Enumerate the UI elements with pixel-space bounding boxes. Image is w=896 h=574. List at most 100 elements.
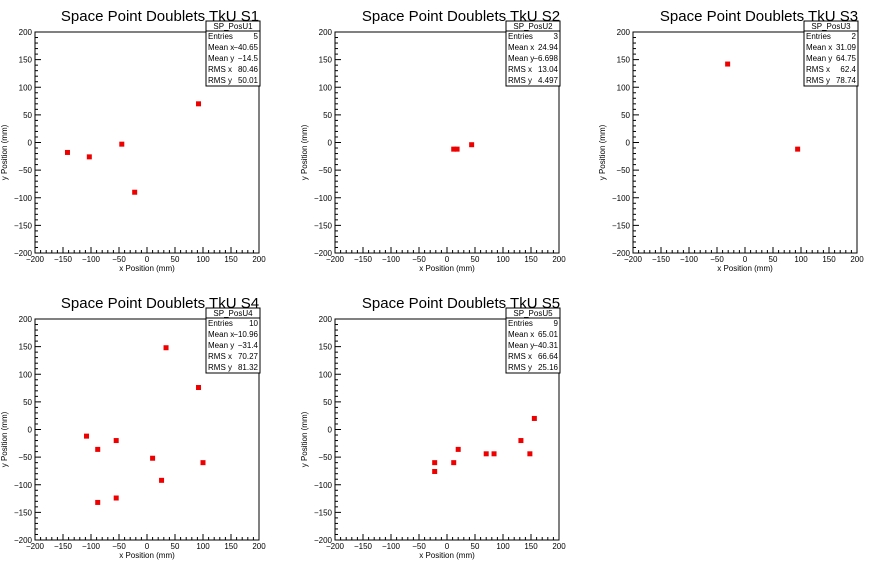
x-tick-label: 0 <box>145 255 150 264</box>
x-tick-label: −50 <box>112 255 126 264</box>
data-point <box>531 415 537 421</box>
stats-value: 64.75 <box>836 54 857 63</box>
y-tick-label: −150 <box>314 508 333 517</box>
stats-label: Mean y <box>208 341 234 350</box>
x-tick-label: 100 <box>196 542 210 551</box>
x-axis-label: x Position (mm) <box>119 551 175 560</box>
y-tick-label: −50 <box>18 166 32 175</box>
stats-label: Mean x <box>806 43 832 52</box>
stats-label: Entries <box>508 319 533 328</box>
y-tick-label: −100 <box>314 481 333 490</box>
y-axis-label: y Position (mm) <box>300 124 309 180</box>
stats-label: RMS x <box>508 65 532 74</box>
x-tick-label: 100 <box>794 255 808 264</box>
stats-value: 10 <box>249 319 258 328</box>
data-point <box>483 451 489 457</box>
data-point <box>163 345 169 351</box>
y-axis-label: y Position (mm) <box>0 124 9 180</box>
x-tick-label: 150 <box>524 255 538 264</box>
stats-label: Mean x <box>208 330 234 339</box>
stats-value: 70.27 <box>238 352 259 361</box>
stats-label: Mean y <box>508 341 534 350</box>
x-tick-label: 200 <box>850 255 864 264</box>
y-tick-label: 150 <box>319 56 333 65</box>
y-tick-label: 150 <box>19 56 33 65</box>
y-tick-label: −200 <box>314 249 333 258</box>
stats-name: SP_PosU2 <box>513 22 553 31</box>
y-tick-label: −50 <box>318 453 332 462</box>
x-tick-label: −100 <box>680 255 699 264</box>
stats-label: RMS y <box>208 363 232 372</box>
y-axis-label: y Position (mm) <box>598 124 607 180</box>
data-point <box>725 61 731 67</box>
stats-name: SP_PosU4 <box>213 309 253 318</box>
x-tick-label: 150 <box>524 542 538 551</box>
y-axis-label: y Position (mm) <box>0 411 9 467</box>
stats-value: 65.01 <box>538 330 559 339</box>
y-tick-label: −100 <box>612 194 631 203</box>
x-tick-label: −200 <box>624 255 643 264</box>
data-point <box>455 446 461 452</box>
plot-panel-3: Space Point Doublets TkU S3−200 −150 −100−… <box>598 8 864 273</box>
data-point <box>518 438 524 444</box>
x-tick-label: −100 <box>82 255 101 264</box>
stats-value: −10.96 <box>233 330 258 339</box>
data-point <box>527 451 533 457</box>
stats-label: RMS y <box>508 76 532 85</box>
x-tick-label: −150 <box>54 542 73 551</box>
data-point <box>132 189 138 195</box>
x-tick-label: −200 <box>326 542 345 551</box>
stats-value: 13.04 <box>538 65 559 74</box>
x-tick-label: 50 <box>171 542 180 551</box>
y-tick-label: −150 <box>612 221 631 230</box>
data-point <box>432 468 438 474</box>
x-axis-label: x Position (mm) <box>419 551 475 560</box>
y-tick-label: 50 <box>323 398 332 407</box>
plot-panel-4: Space Point Doublets TkU S4−200 −150 −100−… <box>0 295 266 560</box>
stats-value: 25.16 <box>538 363 559 372</box>
stats-value: 62.4 <box>840 65 856 74</box>
stats-box <box>205 20 261 87</box>
stats-label: RMS x <box>806 65 830 74</box>
stats-value: 78.74 <box>836 76 857 85</box>
y-tick-label: −150 <box>14 221 33 230</box>
y-tick-label: 0 <box>328 139 333 148</box>
stats-label: RMS x <box>208 352 232 361</box>
stats-value: 2 <box>852 32 857 41</box>
x-tick-label: −100 <box>82 542 101 551</box>
data-point <box>432 460 438 466</box>
plot-panel-2: Space Point Doublets TkU S2−200 −150 −100−… <box>300 8 566 273</box>
stats-value: −14.5 <box>238 54 259 63</box>
y-tick-label: 100 <box>19 83 33 92</box>
y-tick-label: 50 <box>621 111 630 120</box>
y-tick-label: 0 <box>28 426 33 435</box>
y-tick-label: −100 <box>14 481 33 490</box>
data-point <box>454 146 460 152</box>
x-tick-label: −150 <box>354 542 373 551</box>
y-tick-label: −50 <box>318 166 332 175</box>
x-tick-label: 100 <box>496 542 510 551</box>
data-point <box>196 101 202 107</box>
data-point <box>491 451 497 457</box>
stats-value: −6.698 <box>533 54 558 63</box>
stats-label: Entries <box>508 32 533 41</box>
x-tick-label: 100 <box>196 255 210 264</box>
stats-value: 5 <box>254 32 259 41</box>
data-point <box>451 146 457 152</box>
data-point <box>95 446 101 452</box>
y-tick-label: −150 <box>14 508 33 517</box>
x-tick-label: −50 <box>412 255 426 264</box>
x-tick-label: 200 <box>552 542 566 551</box>
data-point <box>95 499 101 505</box>
stats-value: 50.01 <box>238 76 259 85</box>
y-tick-label: 200 <box>19 28 33 37</box>
stats-label: Mean x <box>508 43 534 52</box>
x-tick-label: 150 <box>822 255 836 264</box>
x-tick-label: −200 <box>26 542 45 551</box>
y-tick-label: 100 <box>319 370 333 379</box>
stats-label: RMS x <box>508 352 532 361</box>
stats-value: 9 <box>554 319 559 328</box>
x-tick-label: −100 <box>382 542 401 551</box>
y-tick-label: −200 <box>612 249 631 258</box>
